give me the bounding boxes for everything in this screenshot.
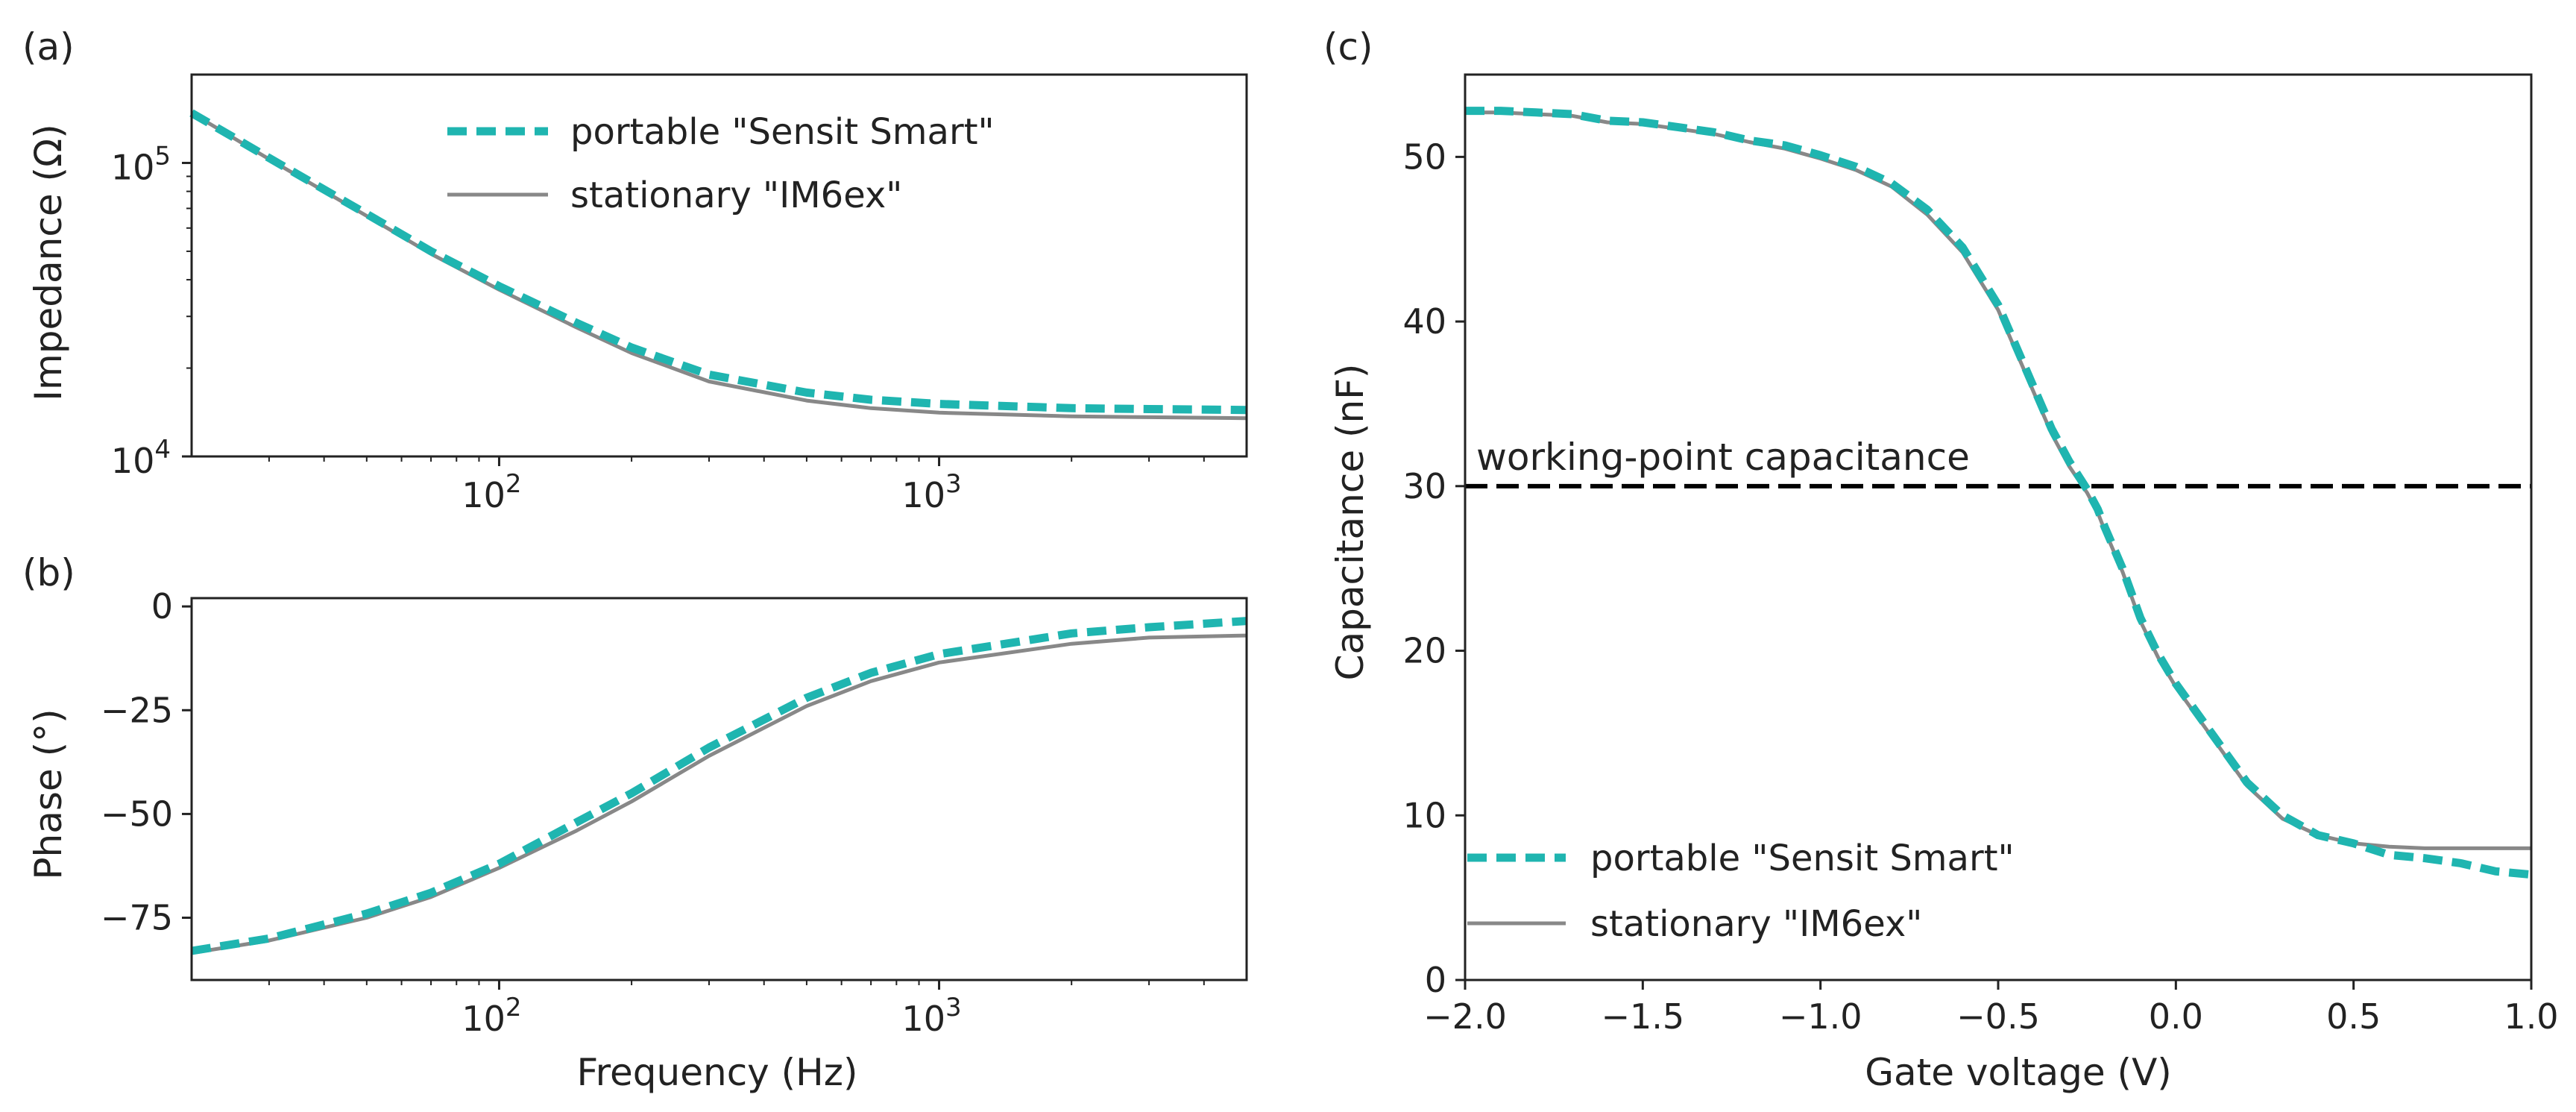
- panel-a-frame: [190, 73, 1248, 458]
- panel-a-ylabel: Impedance (Ω): [27, 124, 70, 400]
- y-tick-label-1: 10: [1402, 795, 1446, 835]
- x-tick-label-4: 0.0: [2149, 996, 2203, 1037]
- x-tick-label-5: 0.5: [2326, 996, 2381, 1037]
- working-point-label: working-point capacitance: [1476, 436, 1970, 479]
- y-tick-label-0: 0: [1425, 960, 1446, 1000]
- panel-c-xlabel: Gate voltage (V): [1865, 1051, 2172, 1094]
- panel-b-ylabel: Phase (°): [27, 709, 70, 879]
- panel-c-ylabel: Capacitance (nF): [1329, 364, 1372, 681]
- x-tick-label-0: −2.0: [1423, 996, 1507, 1037]
- legend-c-label-stationary: stationary "IM6ex": [1590, 903, 1922, 945]
- x-tick-label-0: 102: [462, 469, 521, 515]
- panel-b-phase: (b) Phase (°) Frequency (Hz) 102 103 0 −25 −…: [22, 551, 1248, 1094]
- legend-a-label-portable: portable "Sensit Smart": [570, 111, 995, 153]
- x-tick-label-0: 102: [462, 993, 521, 1039]
- y-tick-label-1: −25: [101, 690, 173, 730]
- panel-b-ticks: 102 103 0 −25 −50 −75: [101, 586, 1205, 1039]
- legend-c-label-portable: portable "Sensit Smart": [1590, 838, 2015, 879]
- panel-c-ticks: −2.0 −1.5 −1.0 −0.5 0.0 0.5 1.0 0 10 20 30 40 50: [1402, 136, 2558, 1037]
- panel-b-series: [191, 617, 1247, 955]
- y-tick-label-2: 20: [1402, 631, 1446, 671]
- x-tick-label-1: −1.5: [1601, 996, 1684, 1037]
- series-portable-line: [191, 617, 1247, 955]
- panel-c-frame: [1464, 73, 2533, 981]
- panel-a-label: (a): [22, 25, 75, 69]
- series-stationary-line: [191, 633, 1247, 955]
- panel-a-legend: portable "Sensit Smart" stationary "IM6e…: [447, 111, 995, 216]
- x-tick-label-2: −1.0: [1779, 996, 1862, 1037]
- y-tick-label-3: 30: [1402, 466, 1446, 506]
- x-tick-label-1: 103: [901, 469, 961, 515]
- y-tick-label-0: 104: [111, 435, 171, 481]
- series-stationary-line: [1465, 110, 2531, 850]
- panel-b-frame: [190, 597, 1248, 981]
- y-tick-label-0: 0: [151, 586, 173, 626]
- panel-c-label: (c): [1323, 25, 1373, 69]
- panel-c-series: [1465, 107, 2532, 879]
- y-tick-label-5: 50: [1402, 136, 1446, 177]
- x-tick-label-6: 1.0: [2504, 996, 2558, 1037]
- series-portable-line: [189, 109, 1247, 415]
- panel-b-label: (b): [22, 551, 75, 594]
- y-tick-label-4: 40: [1402, 301, 1446, 342]
- panel-c-legend: portable "Sensit Smart" stationary "IM6e…: [1467, 838, 2015, 945]
- panel-c-capacitance: (c) Capacitance (nF) Gate voltage (V) −2…: [1323, 25, 2559, 1094]
- x-tick-label-1: 103: [901, 993, 961, 1039]
- panel-a-impedance: (a) Impedance (Ω) 102 103 104 105 portable …: [22, 25, 1248, 515]
- panel-a-series: [189, 109, 1247, 421]
- series-portable-line: [1465, 107, 2532, 879]
- y-tick-label-2: −50: [101, 794, 173, 834]
- panel-b-xlabel: Frequency (Hz): [576, 1051, 857, 1094]
- legend-a-label-stationary: stationary "IM6ex": [570, 175, 902, 216]
- x-tick-label-3: −0.5: [1956, 996, 2040, 1037]
- y-tick-label-1: 105: [111, 141, 171, 187]
- y-tick-label-3: −75: [101, 898, 173, 938]
